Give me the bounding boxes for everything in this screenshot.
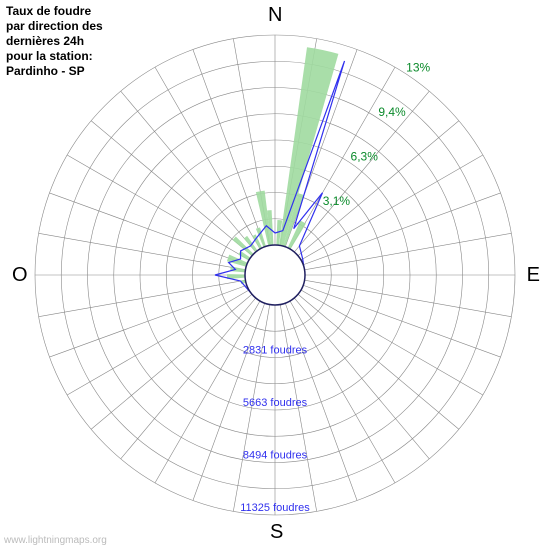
percent-label: 3,1% (323, 194, 351, 208)
ring-label: 5663 foudres (243, 397, 308, 409)
polar-rose-chart: 2831 foudres 5663 foudres 8494 foudres 1132… (0, 0, 550, 550)
ring-label: 8494 foudres (243, 450, 308, 462)
cardinal-n: N (268, 4, 282, 27)
credit-text: www.lightningmaps.org (4, 535, 107, 546)
ring-label: 11325 foudres (240, 502, 310, 514)
percent-label: 9,4% (378, 105, 406, 119)
ring-label: 2831 foudres (243, 345, 308, 357)
cardinal-e: E (527, 264, 540, 287)
cardinal-s: S (270, 521, 283, 544)
percent-label: 6,3% (351, 150, 379, 164)
percent-label: 13% (406, 60, 430, 74)
cardinal-w: O (12, 264, 28, 287)
